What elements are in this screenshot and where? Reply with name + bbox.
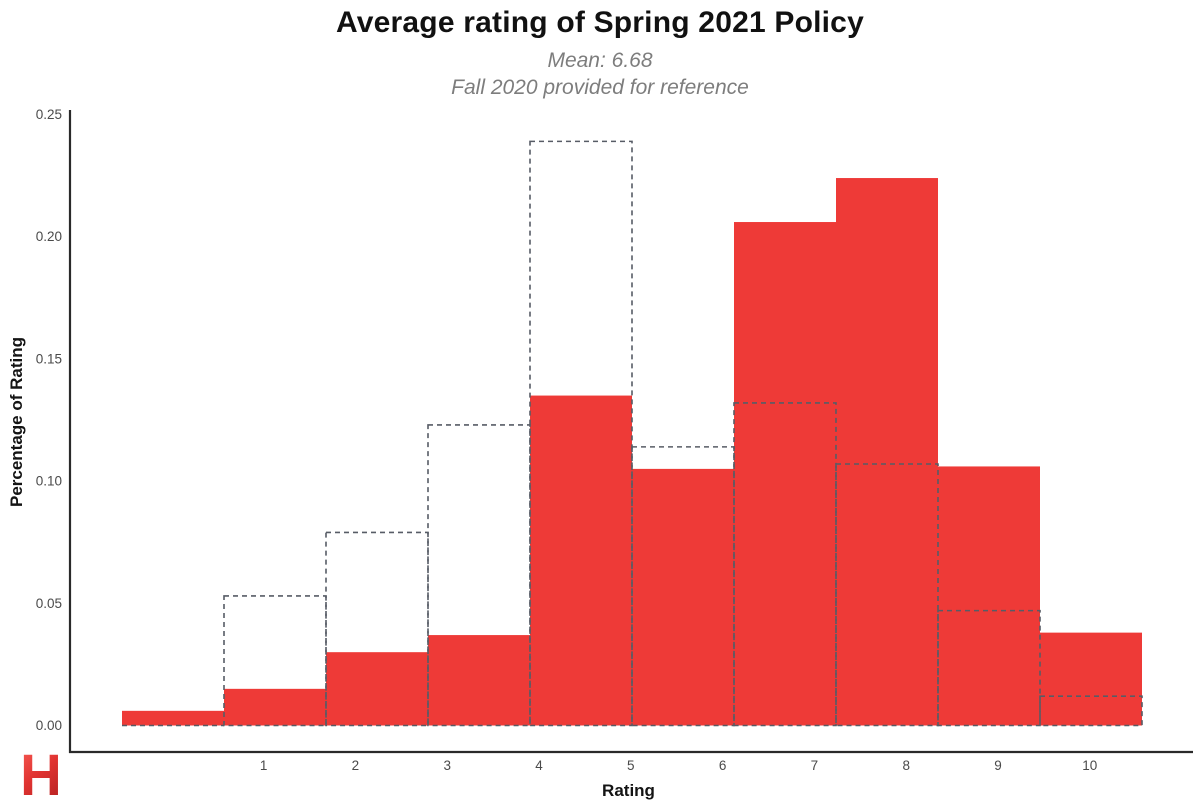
spring-2021-bar (122, 710, 224, 726)
fall-2020-outline (1039, 695, 1143, 727)
fall-2020-outline (835, 463, 939, 727)
x-tick-label: 8 (902, 758, 910, 773)
x-tick-label: 2 (352, 758, 360, 773)
y-tick-label: 0.10 (36, 474, 62, 489)
chart-subtitle-mean: Mean: 6.68 (547, 49, 653, 72)
spring-2021-bar (734, 222, 836, 726)
fall-2020-outline (631, 446, 735, 727)
spring-2021-bar (326, 652, 428, 726)
spring-2021-bar (224, 688, 326, 726)
fall-2020-outline (529, 140, 633, 727)
x-tick-label: 5 (627, 758, 635, 773)
x-tick-label: 1 (260, 758, 268, 773)
x-axis-title: Rating (602, 781, 655, 800)
spring-2021-bar (1040, 632, 1142, 726)
spring-2021-bar (632, 468, 734, 726)
x-tick-label: 7 (811, 758, 819, 773)
x-tick-label: 6 (719, 758, 727, 773)
brand-logo-h: H (20, 743, 62, 808)
spring-2021-bar (428, 635, 530, 726)
y-axis-title: Percentage of Rating (7, 336, 26, 508)
x-tick-label: 4 (535, 758, 543, 773)
x-tick-label: 9 (994, 758, 1002, 773)
spring-2021-bar (836, 178, 938, 726)
y-tick-label: 0.00 (36, 718, 62, 733)
x-tick-label: 3 (443, 758, 451, 773)
y-tick-label: 0.15 (36, 351, 62, 366)
spring-2021-bar (938, 466, 1040, 726)
chart-title: Average rating of Spring 2021 Policy (336, 6, 864, 39)
chart-subtitle-reference: Fall 2020 provided for reference (451, 76, 749, 99)
spring-2021-bar (530, 395, 632, 726)
x-tick-label: 10 (1082, 758, 1097, 773)
fall-2020-outline (733, 402, 837, 727)
y-tick-label: 0.05 (36, 596, 62, 611)
y-tick-label: 0.20 (36, 229, 62, 244)
fall-2020-outline (325, 531, 429, 727)
y-tick-label: 0.25 (36, 107, 62, 122)
